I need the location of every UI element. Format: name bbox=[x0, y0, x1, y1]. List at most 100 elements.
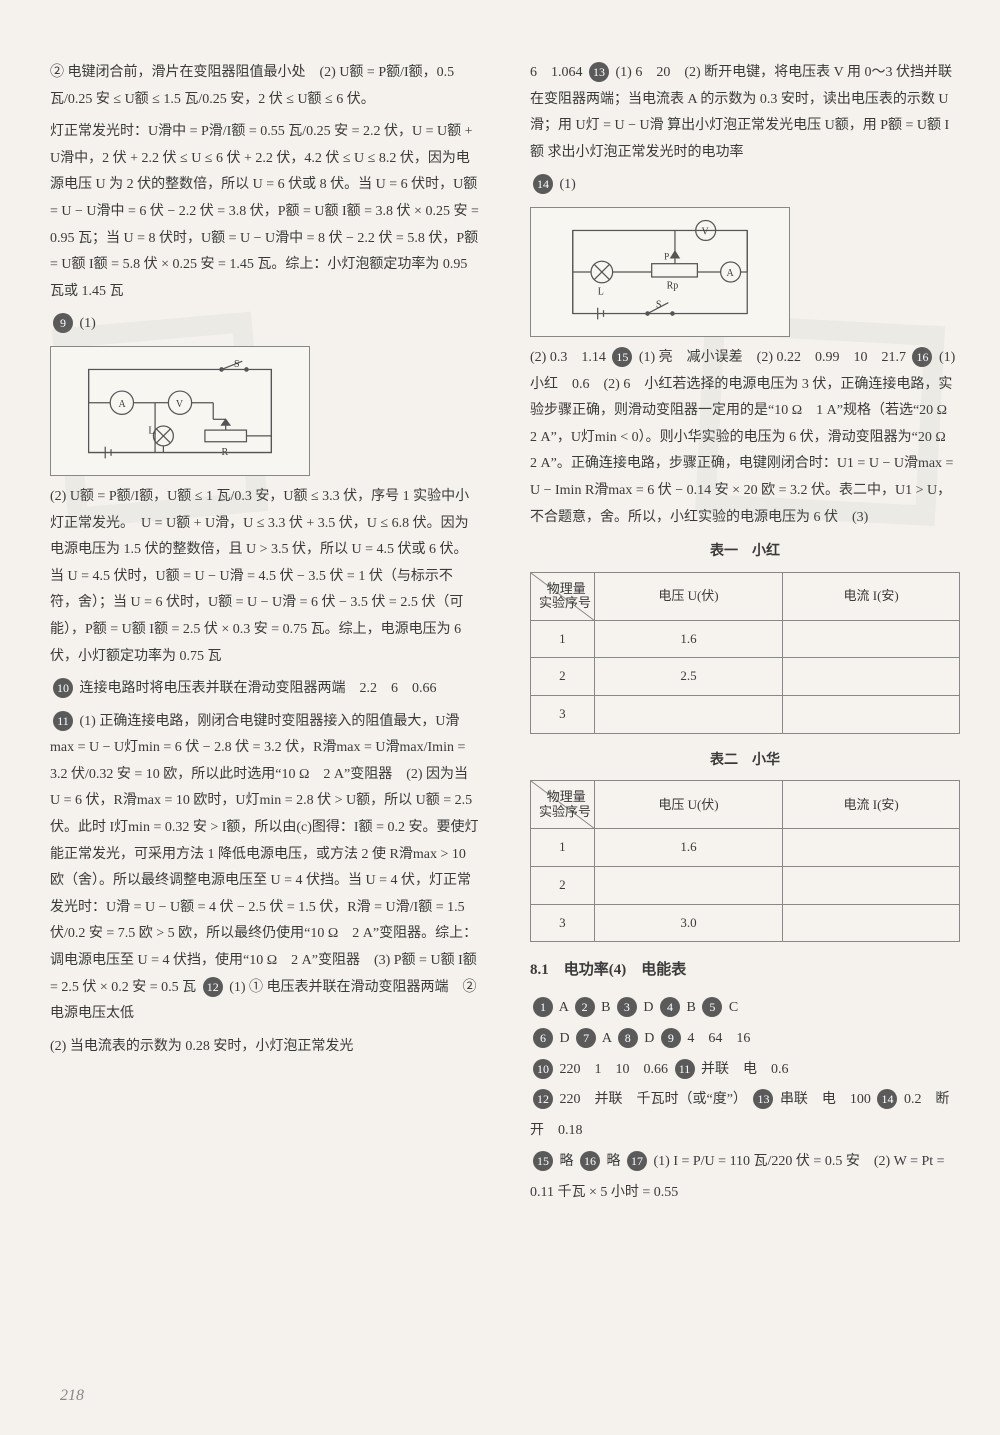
right-line-1: 6 1.064 13 (1) 6 20 (2) 断开电键，将电压表 V 用 0～… bbox=[530, 60, 960, 166]
aa13: 串联 电 100 bbox=[780, 1092, 871, 1107]
left-p6: (1) 正确连接电路，刚闭合电键时变阻器接入的阻值最大，U滑max = U − … bbox=[50, 714, 479, 995]
t1-r1-i bbox=[783, 620, 960, 658]
t2-r1-n: 1 bbox=[531, 829, 595, 867]
ab6: 6 bbox=[533, 1028, 553, 1048]
table-row: 2 2.5 bbox=[531, 658, 960, 696]
badge-16: 16 bbox=[912, 347, 932, 367]
t2-r1-i bbox=[783, 829, 960, 867]
svg-text:S: S bbox=[234, 359, 240, 370]
t2-r1-u: 1.6 bbox=[594, 829, 782, 867]
table2-caption: 表二 小华 bbox=[530, 748, 960, 775]
t1-r2-i bbox=[783, 658, 960, 696]
ab14: 14 bbox=[877, 1089, 897, 1109]
t1-r3-u bbox=[594, 696, 782, 734]
page-content: ② 电键闭合前，滑片在变阻器阻值最小处 (2) U额 = P额/I额，0.5 瓦… bbox=[50, 60, 960, 1209]
t2-r3-n: 3 bbox=[531, 904, 595, 942]
page-number: 218 bbox=[60, 1387, 84, 1405]
circuit-diagram-1: S A V L bbox=[50, 346, 310, 476]
t2-r2-i bbox=[783, 867, 960, 905]
badge-11: 11 bbox=[53, 711, 73, 731]
table-row: 3 bbox=[531, 696, 960, 734]
table1-h3: 电流 I(安) bbox=[783, 572, 960, 620]
ab7: 7 bbox=[576, 1028, 596, 1048]
aa5: C bbox=[729, 1000, 738, 1015]
badge-14: 14 bbox=[533, 174, 553, 194]
ab16: 16 bbox=[580, 1151, 600, 1171]
aa10: 220 1 10 0.66 bbox=[560, 1062, 669, 1077]
aa11: 并联 电 0.6 bbox=[701, 1062, 789, 1077]
table1-h2: 电压 U(伏) bbox=[594, 572, 782, 620]
ab1: 1 bbox=[533, 997, 553, 1017]
badge-10: 10 bbox=[53, 678, 73, 698]
svg-text:P: P bbox=[664, 252, 669, 262]
left-item-9: 9 (1) bbox=[50, 311, 480, 338]
left-p5: 连接电路时将电压表并联在滑动变阻器两端 2.2 6 0.66 bbox=[80, 681, 437, 696]
svg-text:S: S bbox=[656, 300, 662, 311]
table2-h2: 电压 U(伏) bbox=[594, 781, 782, 829]
aa6: D bbox=[560, 1031, 570, 1046]
ab10: 10 bbox=[533, 1059, 553, 1079]
right-p1: 6 1.064 bbox=[530, 65, 583, 80]
svg-text:A: A bbox=[726, 268, 734, 279]
right-p3-label: (1) bbox=[560, 177, 576, 192]
ab9: 9 bbox=[661, 1028, 681, 1048]
aa12: 220 并联 千瓦时（或“度”） bbox=[560, 1092, 747, 1107]
ab11: 11 bbox=[675, 1059, 695, 1079]
t2-r3-i bbox=[783, 904, 960, 942]
answer-block: 1 A 2 B 3 D 4 B 5 C 6 D 7 A 8 D 9 4 64 1… bbox=[530, 993, 960, 1209]
aa7: A bbox=[602, 1031, 611, 1046]
section-title: 8.1 电功率(4) 电能表 bbox=[530, 956, 960, 985]
t1-r3-i bbox=[783, 696, 960, 734]
aa1: A bbox=[559, 1000, 568, 1015]
svg-text:V: V bbox=[176, 399, 184, 410]
right-column: 6 1.064 13 (1) 6 20 (2) 断开电键，将电压表 V 用 0～… bbox=[520, 60, 960, 1209]
ab15: 15 bbox=[533, 1151, 553, 1171]
left-p4: (2) U额 = P额/I额，U额 ≤ 1 瓦/0.3 安，U额 ≤ 3.3 伏… bbox=[50, 484, 480, 670]
ab13: 13 bbox=[753, 1089, 773, 1109]
badge-15: 15 bbox=[612, 347, 632, 367]
left-item-10: 10 连接电路时将电压表并联在滑动变阻器两端 2.2 6 0.66 bbox=[50, 676, 480, 703]
table2-hbot: 实验序号 bbox=[539, 800, 591, 825]
aa4: B bbox=[687, 1000, 696, 1015]
table-row: 1 1.6 bbox=[531, 620, 960, 658]
table-row: 1 1.6 bbox=[531, 829, 960, 867]
t1-r2-n: 2 bbox=[531, 658, 595, 696]
right-p4: (2) 0.3 1.14 bbox=[530, 350, 606, 365]
table2-header-diag: 物理量 实验序号 bbox=[531, 781, 595, 829]
left-p8: (2) 当电流表的示数为 0.28 安时，小灯泡正常发光 bbox=[50, 1034, 480, 1061]
circuit-diagram-2: V L P Rp A bbox=[530, 207, 790, 337]
svg-text:L: L bbox=[598, 286, 604, 297]
table-row: 3 3.0 bbox=[531, 904, 960, 942]
left-p3-label: (1) bbox=[80, 316, 96, 331]
t2-r3-u: 3.0 bbox=[594, 904, 782, 942]
aa16: 略 bbox=[607, 1154, 621, 1169]
table-row: 2 bbox=[531, 867, 960, 905]
aa9: 4 64 16 bbox=[687, 1031, 750, 1046]
aa8: D bbox=[644, 1031, 654, 1046]
left-p1: ② 电键闭合前，滑片在变阻器阻值最小处 (2) U额 = P额/I额，0.5 瓦… bbox=[50, 60, 480, 113]
right-line-2: (2) 0.3 1.14 15 (1) 亮 减小误差 (2) 0.22 0.99… bbox=[530, 345, 960, 531]
t1-r2-u: 2.5 bbox=[594, 658, 782, 696]
left-p2: 灯正常发光时：U滑中 = P滑/I额 = 0.55 瓦/0.25 安 = 2.2… bbox=[50, 119, 480, 305]
badge-13: 13 bbox=[589, 62, 609, 82]
ab5: 5 bbox=[702, 997, 722, 1017]
right-p5: (1) 亮 减小误差 (2) 0.22 0.99 10 21.7 bbox=[639, 350, 906, 365]
table1-hbot: 实验序号 bbox=[539, 591, 591, 616]
table2-h3: 电流 I(安) bbox=[783, 781, 960, 829]
t2-r2-n: 2 bbox=[531, 867, 595, 905]
right-item-14: 14 (1) bbox=[530, 172, 960, 199]
svg-text:L: L bbox=[148, 425, 154, 436]
aa2: B bbox=[601, 1000, 610, 1015]
aa3: D bbox=[643, 1000, 653, 1015]
svg-text:A: A bbox=[119, 399, 127, 410]
table-2: 物理量 实验序号 电压 U(伏) 电流 I(安) 1 1.6 2 3 3.0 bbox=[530, 780, 960, 942]
table-1: 物理量 实验序号 电压 U(伏) 电流 I(安) 1 1.6 2 2.5 3 bbox=[530, 572, 960, 734]
ab17: 17 bbox=[627, 1151, 647, 1171]
table1-caption: 表一 小红 bbox=[530, 539, 960, 566]
aa15: 略 bbox=[560, 1154, 574, 1169]
table1-header-diag: 物理量 实验序号 bbox=[531, 572, 595, 620]
right-p6: (1) 小红 0.6 (2) 6 小红若选择的电源电压为 3 伏，正确连接电路，… bbox=[530, 350, 961, 525]
ab8: 8 bbox=[618, 1028, 638, 1048]
badge-12: 12 bbox=[203, 977, 223, 997]
ab12: 12 bbox=[533, 1089, 553, 1109]
